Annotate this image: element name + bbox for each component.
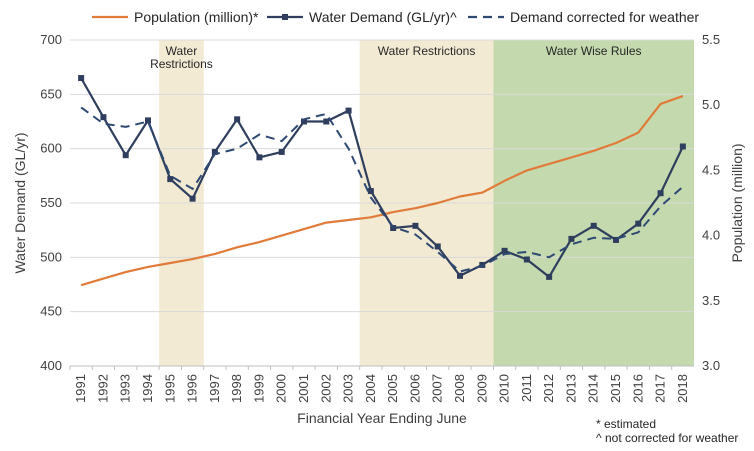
point-2010: [501, 247, 508, 254]
series-line-1: [80, 77, 684, 278]
legend-label-1: Water Demand (GL/yr)^: [309, 9, 457, 25]
series-layer: [78, 75, 686, 287]
point-2011: [523, 256, 530, 263]
x-tick-label-2011: 2011: [519, 374, 534, 402]
gridlines: [70, 39, 694, 313]
x-tick-label-2007: 2007: [430, 374, 445, 403]
point-1998: [234, 116, 241, 123]
point-2008: [457, 272, 463, 279]
point-1996: [189, 195, 196, 202]
x-tick-label-1996: 1996: [185, 374, 200, 403]
y-tick-label-500: 500: [40, 249, 62, 264]
y2-tick-label-5.0: 5.0: [702, 97, 720, 112]
series-line-0: [80, 95, 684, 287]
point-2014: [590, 222, 597, 229]
x-tick-label-2006: 2006: [407, 374, 422, 403]
point-2004: [367, 188, 374, 195]
point-2003: [345, 107, 352, 114]
y2-tick-label-4.0: 4.0: [702, 228, 720, 243]
x-tick-label-2013: 2013: [563, 374, 578, 403]
legend-label-2: Demand corrected for weather: [510, 9, 699, 25]
point-2000: [278, 148, 285, 155]
x-tick-label-2001: 2001: [296, 374, 311, 403]
x-tick-label-1995: 1995: [162, 374, 177, 403]
point-1994: [145, 117, 151, 124]
y-tick-label-550: 550: [40, 195, 62, 210]
point-2013: [568, 235, 575, 242]
note-0: * estimated: [596, 417, 656, 431]
point-1995: [167, 176, 174, 183]
x-tick-label-2004: 2004: [363, 374, 378, 403]
x-tick-label-2014: 2014: [586, 374, 601, 403]
point-2001: [301, 118, 307, 125]
y2-tick-label-3.5: 3.5: [702, 293, 720, 308]
legend: Population (million)* Water Demand (GL/yr…: [92, 9, 699, 25]
x-axis-title: Financial Year Ending June: [297, 410, 467, 426]
y2-axis-title: Population (million): [729, 143, 745, 262]
point-1993: [122, 152, 129, 159]
point-2006: [412, 222, 419, 229]
band-label-1: Water Restrictions: [378, 44, 476, 58]
x-tick-label-2000: 2000: [274, 374, 289, 403]
x-tick-label-1992: 1992: [95, 374, 110, 403]
y-tick-label-400: 400: [40, 358, 62, 373]
x-tick-label-1994: 1994: [140, 374, 155, 403]
x-tick-label-1997: 1997: [207, 374, 222, 403]
y2-tick-label-3.0: 3.0: [702, 358, 720, 373]
point-2002: [323, 118, 330, 125]
x-tick-label-1999: 1999: [251, 374, 266, 403]
y2-tick-label-5.5: 5.5: [702, 32, 720, 47]
point-1999: [256, 154, 263, 161]
series-line-2: [80, 106, 684, 273]
point-1991: [78, 75, 85, 82]
point-2016: [635, 220, 642, 227]
y-tick-label-650: 650: [40, 86, 62, 101]
x-tick-label-2016: 2016: [630, 374, 645, 403]
x-tick-label-1993: 1993: [118, 374, 133, 403]
axes-layer: 400 450 500 550 600 650 700 3.0 3.5 4.0 4.5 5.0 5.5 1…: [12, 32, 745, 426]
y-tick-label-450: 450: [40, 304, 62, 319]
x-tick-label-2005: 2005: [385, 374, 400, 403]
x-tick-label-2017: 2017: [653, 374, 668, 403]
point-2017: [657, 190, 664, 197]
legend-label-0: Population (million)*: [134, 9, 259, 25]
legend-marker-1: [282, 14, 288, 20]
point-2018: [679, 143, 686, 150]
point-2005: [390, 224, 397, 231]
band-label-2: Water Wise Rules: [546, 44, 642, 58]
x-tick-label-2010: 2010: [497, 374, 512, 403]
x-tick-label-2002: 2002: [318, 374, 333, 403]
point-1997: [211, 148, 218, 155]
y2-tick-label-4.5: 4.5: [702, 162, 720, 177]
x-tick-label-2008: 2008: [452, 374, 467, 403]
x-tick-label-1991: 1991: [73, 374, 88, 403]
y-tick-label-600: 600: [40, 141, 62, 156]
x-tick-label-2003: 2003: [341, 374, 356, 403]
x-tick-label-2018: 2018: [675, 374, 690, 403]
point-2012: [546, 273, 553, 280]
point-2007: [434, 243, 441, 250]
x-tick-label-2012: 2012: [541, 374, 556, 403]
x-tick-label-1998: 1998: [229, 374, 244, 403]
y-tick-label-700: 700: [40, 32, 62, 47]
x-tick-label-2009: 2009: [474, 374, 489, 403]
note-1: ^ not corrected for weather: [596, 431, 738, 445]
y-axis-title: Water Demand (GL/yr): [12, 132, 28, 273]
x-tick-label-2015: 2015: [608, 374, 623, 403]
band-label-0: Water Restrictions: [150, 44, 213, 71]
notes: * estimated^ not corrected for weather: [596, 417, 738, 445]
point-1992: [100, 114, 107, 121]
point-2015: [613, 236, 619, 243]
